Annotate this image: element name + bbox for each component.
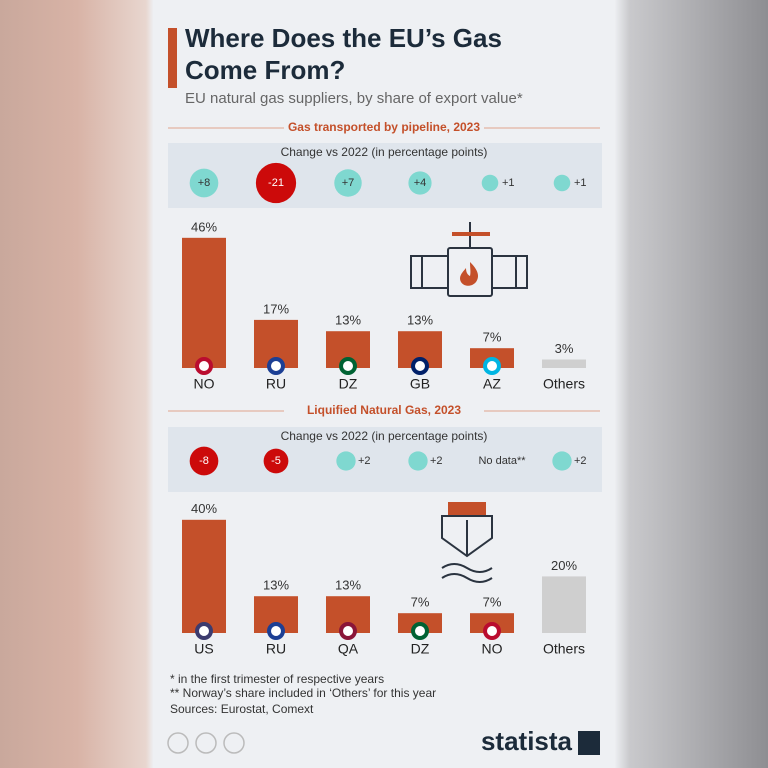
flag	[411, 622, 429, 640]
section-title: Gas transported by pipeline, 2023	[288, 120, 480, 134]
change-bubble	[334, 169, 362, 197]
category-label: Others	[543, 641, 585, 657]
value-label: 13%	[407, 313, 433, 328]
change-label: +1	[502, 177, 515, 189]
subtitle: EU natural gas suppliers, by share of ex…	[185, 90, 523, 107]
value-label: 3%	[555, 341, 574, 356]
ship-icon	[441, 502, 493, 583]
value-label: 46%	[191, 219, 217, 234]
change-bubble	[481, 174, 499, 192]
change-bubble	[263, 448, 289, 474]
flag	[411, 357, 429, 375]
change-bubble	[189, 168, 219, 198]
change-bubble	[255, 162, 297, 204]
pipeline-icon	[410, 222, 528, 297]
change-label: -5	[271, 455, 281, 467]
value-label: 40%	[191, 501, 217, 516]
change-bubble	[553, 174, 571, 192]
change-box	[168, 143, 602, 208]
value-label: 13%	[335, 578, 361, 593]
category-label: QA	[338, 641, 359, 657]
bar	[542, 359, 586, 368]
value-label: 7%	[483, 595, 502, 610]
title: Where Does the EU’s Gas	[185, 23, 502, 53]
flag	[267, 622, 285, 640]
category-label: RU	[266, 641, 286, 657]
change-label: +2	[574, 455, 587, 467]
change-label: -8	[199, 455, 209, 467]
category-label: RU	[266, 376, 286, 392]
license-icons	[167, 732, 245, 754]
category-label: DZ	[339, 376, 358, 392]
bar	[542, 576, 586, 633]
bar	[182, 519, 226, 633]
change-label: +2	[358, 455, 371, 467]
value-label: 13%	[335, 313, 361, 328]
change-title: Change vs 2022 (in percentage points)	[281, 429, 488, 443]
value-label: 20%	[551, 558, 577, 573]
category-label: DZ	[411, 641, 430, 657]
footnote: ** Norway’s share included in ‘Others’ f…	[170, 686, 436, 700]
category-label: GB	[410, 376, 430, 392]
change-label: -21	[268, 177, 284, 189]
change-bubble	[408, 451, 428, 471]
title: Come From?	[185, 55, 345, 85]
change-label: +7	[342, 177, 355, 189]
change-label: +4	[414, 177, 427, 189]
change-bubble	[336, 451, 356, 471]
value-label: 13%	[263, 578, 289, 593]
brand: statista	[481, 726, 573, 756]
change-box	[168, 427, 602, 492]
change-label: +2	[430, 455, 443, 467]
flag	[483, 357, 501, 375]
title-accent	[168, 28, 177, 88]
flag	[195, 622, 213, 640]
flag	[483, 622, 501, 640]
value-label: 7%	[411, 595, 430, 610]
footnote: * in the first trimester of respective y…	[170, 672, 384, 686]
sources: Sources: Eurostat, Comext	[170, 702, 314, 716]
category-label: NO	[482, 641, 503, 657]
change-bubble	[552, 451, 572, 471]
change-bubble	[189, 446, 219, 476]
brand-logo	[578, 731, 600, 755]
value-label: 7%	[483, 330, 502, 345]
change-bubble	[408, 171, 432, 195]
category-label: NO	[194, 376, 215, 392]
category-label: US	[194, 641, 213, 657]
change-label: +1	[574, 177, 587, 189]
flag	[267, 357, 285, 375]
flag	[339, 622, 357, 640]
change-label: +8	[198, 177, 211, 189]
bar	[182, 237, 226, 368]
category-label: Others	[543, 376, 585, 392]
section-title: Liquified Natural Gas, 2023	[307, 403, 461, 417]
change-label: No data**	[478, 455, 526, 467]
flag	[339, 357, 357, 375]
change-title: Change vs 2022 (in percentage points)	[281, 145, 488, 159]
value-label: 17%	[263, 301, 289, 316]
category-label: AZ	[483, 376, 501, 392]
flag	[195, 357, 213, 375]
